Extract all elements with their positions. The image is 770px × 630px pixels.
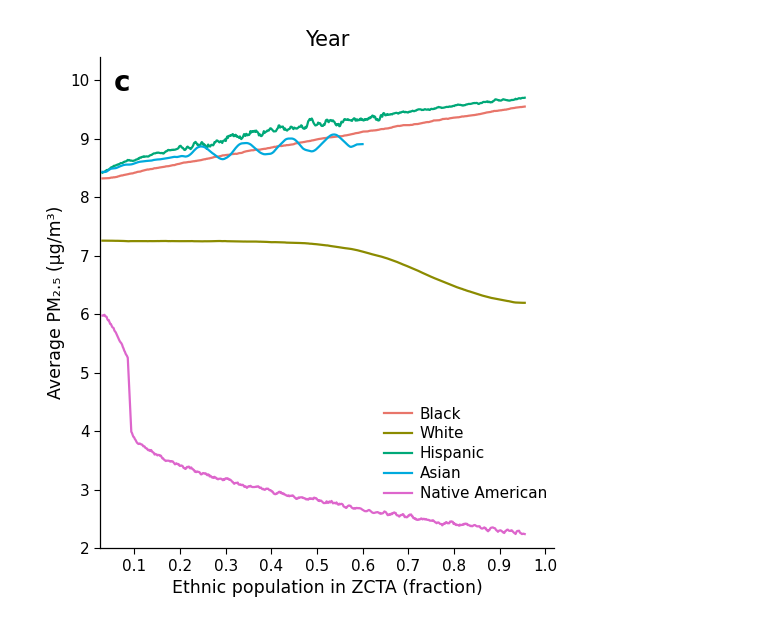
Hispanic — [416, 106, 425, 113]
Line: Black: Black — [102, 106, 524, 178]
White — [98, 237, 107, 244]
Native American — [173, 461, 182, 468]
Native American — [207, 474, 216, 481]
Hispanic — [289, 125, 298, 133]
Native American — [98, 312, 107, 319]
White — [289, 239, 298, 246]
Line: Native American: Native American — [102, 315, 524, 534]
Text: c: c — [114, 69, 130, 97]
Asian — [358, 140, 367, 148]
Native American — [417, 515, 426, 522]
Native American — [520, 530, 529, 538]
Black — [172, 161, 182, 168]
Black — [380, 125, 389, 132]
Native American — [290, 493, 299, 501]
Line: Asian: Asian — [102, 134, 363, 172]
Native American — [517, 530, 527, 538]
White — [346, 245, 356, 253]
Asian — [288, 135, 297, 142]
Black — [346, 130, 356, 138]
White — [520, 299, 529, 307]
Black — [289, 140, 298, 148]
Asian — [200, 144, 209, 151]
Title: Year: Year — [305, 30, 350, 50]
Asian — [325, 132, 334, 140]
Line: Hispanic: Hispanic — [102, 98, 524, 173]
Black — [98, 175, 107, 182]
White — [416, 268, 425, 275]
White — [520, 299, 529, 307]
Hispanic — [346, 117, 356, 124]
Asian — [330, 130, 339, 138]
Asian — [203, 146, 212, 153]
White — [380, 254, 389, 261]
Native American — [380, 508, 390, 515]
Native American — [100, 311, 109, 319]
Hispanic — [98, 169, 107, 176]
Native American — [347, 504, 357, 512]
X-axis label: Ethnic population in ZCTA (fraction): Ethnic population in ZCTA (fraction) — [172, 579, 483, 597]
Hispanic — [206, 141, 216, 149]
Black — [416, 120, 425, 127]
Asian — [100, 168, 109, 176]
Line: White: White — [102, 241, 524, 303]
White — [172, 238, 182, 245]
Asian — [312, 145, 321, 152]
Black — [206, 154, 216, 162]
Black — [520, 103, 529, 110]
Asian — [143, 157, 152, 164]
Hispanic — [172, 145, 182, 152]
Asian — [98, 168, 107, 176]
Y-axis label: Average PM₂.₅ (μg/m³): Average PM₂.₅ (μg/m³) — [47, 206, 65, 399]
Hispanic — [520, 94, 529, 101]
White — [206, 238, 216, 245]
Legend: Black, White, Hispanic, Asian, Native American: Black, White, Hispanic, Asian, Native Am… — [384, 406, 547, 501]
Hispanic — [380, 110, 389, 117]
